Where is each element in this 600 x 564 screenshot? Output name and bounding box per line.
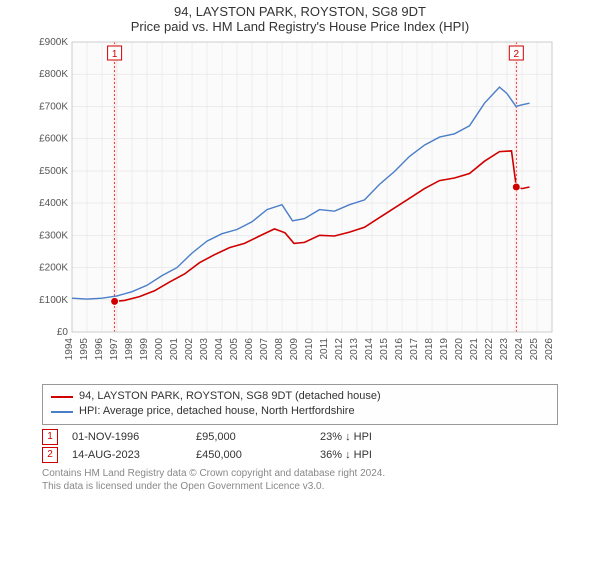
chart-subtitle: Price paid vs. HM Land Registry's House … <box>0 19 600 34</box>
transaction-date-1: 01-NOV-1996 <box>72 431 182 443</box>
transaction-marker-2: 2 <box>42 447 58 463</box>
svg-text:2019: 2019 <box>439 338 450 361</box>
svg-text:1: 1 <box>112 49 118 60</box>
svg-text:2003: 2003 <box>199 338 210 361</box>
legend-text-1: 94, LAYSTON PARK, ROYSTON, SG8 9DT (deta… <box>79 389 381 404</box>
svg-text:2015: 2015 <box>379 338 390 361</box>
svg-text:2017: 2017 <box>409 338 420 361</box>
price-chart: £0 £100K £200K £300K £400K £500K £600K £700K £80… <box>30 36 570 376</box>
svg-text:2004: 2004 <box>214 338 225 361</box>
svg-text:2016: 2016 <box>394 338 405 361</box>
svg-text:2001: 2001 <box>169 338 180 361</box>
transaction-diff-2: 36% ↓ HPI <box>320 449 430 461</box>
legend-text-2: HPI: Average price, detached house, Nort… <box>79 404 355 419</box>
svg-text:£0: £0 <box>57 327 69 338</box>
legend-line-2 <box>51 411 73 413</box>
transaction-row-1: 1 01-NOV-1996 £95,000 23% ↓ HPI <box>42 429 558 445</box>
svg-text:2022: 2022 <box>484 338 495 361</box>
svg-text:2013: 2013 <box>349 338 360 361</box>
svg-text:2002: 2002 <box>184 338 195 361</box>
svg-text:2024: 2024 <box>514 338 525 361</box>
svg-text:£100K: £100K <box>39 295 68 306</box>
svg-text:2007: 2007 <box>259 338 270 361</box>
svg-text:2014: 2014 <box>364 338 375 361</box>
svg-text:£500K: £500K <box>39 166 68 177</box>
svg-text:£400K: £400K <box>39 198 68 209</box>
svg-text:£200K: £200K <box>39 263 68 274</box>
transaction-price-1: £95,000 <box>196 431 306 443</box>
svg-text:2012: 2012 <box>334 338 345 361</box>
svg-text:2005: 2005 <box>229 338 240 361</box>
svg-text:1996: 1996 <box>94 338 105 361</box>
svg-text:2000: 2000 <box>154 338 165 361</box>
svg-text:£600K: £600K <box>39 134 68 145</box>
svg-text:2026: 2026 <box>544 338 555 361</box>
svg-text:2020: 2020 <box>454 338 465 361</box>
svg-text:£700K: £700K <box>39 101 68 112</box>
svg-text:1995: 1995 <box>79 338 90 361</box>
svg-text:2008: 2008 <box>274 338 285 361</box>
svg-text:1994: 1994 <box>64 338 75 361</box>
svg-text:2023: 2023 <box>499 338 510 361</box>
svg-text:1997: 1997 <box>109 338 120 361</box>
svg-text:2010: 2010 <box>304 338 315 361</box>
transaction-row-2: 2 14-AUG-2023 £450,000 36% ↓ HPI <box>42 447 558 463</box>
legend-row-2: HPI: Average price, detached house, Nort… <box>51 404 549 419</box>
svg-text:£800K: £800K <box>39 69 68 80</box>
svg-text:2011: 2011 <box>319 338 330 360</box>
transaction-date-2: 14-AUG-2023 <box>72 449 182 461</box>
svg-text:2018: 2018 <box>424 338 435 361</box>
svg-text:£900K: £900K <box>39 37 68 48</box>
svg-text:1999: 1999 <box>139 338 150 361</box>
license-text: Contains HM Land Registry data © Crown c… <box>42 467 558 493</box>
license-line-2: This data is licensed under the Open Gov… <box>42 480 558 493</box>
svg-text:2009: 2009 <box>289 338 300 361</box>
svg-text:£300K: £300K <box>39 230 68 241</box>
svg-text:1998: 1998 <box>124 338 135 361</box>
legend: 94, LAYSTON PARK, ROYSTON, SG8 9DT (deta… <box>42 384 558 425</box>
svg-text:2: 2 <box>514 49 520 60</box>
transaction-diff-1: 23% ↓ HPI <box>320 431 430 443</box>
svg-text:2025: 2025 <box>529 338 540 361</box>
chart-title: 94, LAYSTON PARK, ROYSTON, SG8 9DT <box>0 4 600 19</box>
chart-container: 94, LAYSTON PARK, ROYSTON, SG8 9DT Price… <box>0 4 600 564</box>
legend-row-1: 94, LAYSTON PARK, ROYSTON, SG8 9DT (deta… <box>51 389 549 404</box>
legend-line-1 <box>51 396 73 398</box>
transaction-price-2: £450,000 <box>196 449 306 461</box>
svg-text:2006: 2006 <box>244 338 255 361</box>
license-line-1: Contains HM Land Registry data © Crown c… <box>42 467 558 480</box>
svg-text:2021: 2021 <box>469 338 480 361</box>
transaction-marker-1: 1 <box>42 429 58 445</box>
